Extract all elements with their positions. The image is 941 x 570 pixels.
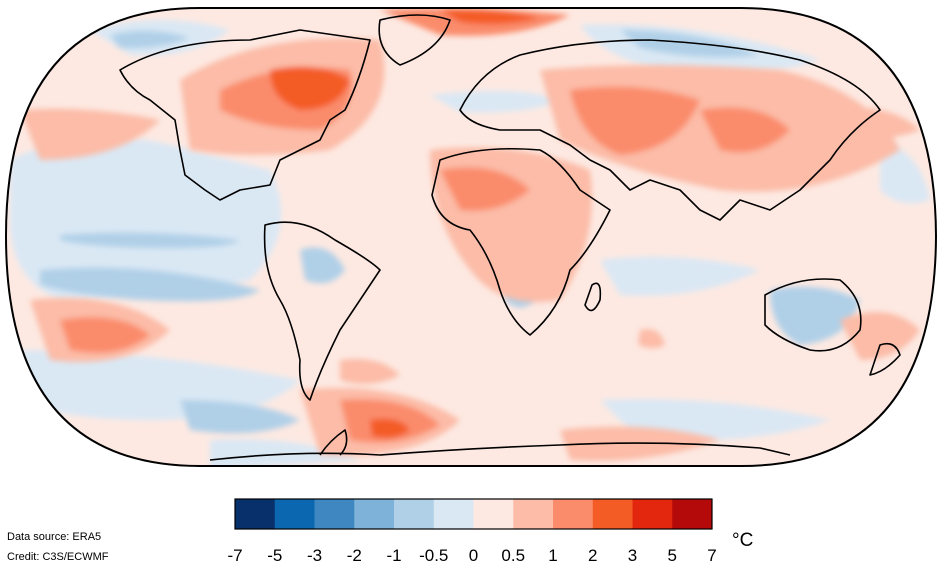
colorbar-bin — [433, 499, 474, 529]
eurasia-outline — [459, 39, 881, 221]
colorbar-bin — [592, 499, 633, 529]
colorbar-tick-label: 3 — [628, 546, 637, 565]
anomaly-region — [270, 66, 350, 110]
colorbar-tick-label: -0.5 — [419, 546, 448, 565]
anomaly-region — [820, 107, 920, 139]
anomaly-region — [440, 9, 540, 25]
colorbar-bin — [314, 499, 355, 529]
colorbar-tick-label: 7 — [707, 546, 716, 565]
anomaly-region — [430, 91, 560, 113]
south-america-outline — [263, 221, 381, 401]
madagascar-outline — [584, 282, 602, 312]
globe-border — [4, 7, 938, 467]
colorbar-frame — [234, 498, 713, 530]
credit-line: Credit: C3S/ECWMF — [7, 551, 109, 563]
colorbar-tick-label: 1 — [548, 546, 557, 565]
colorbar-bin — [513, 499, 554, 529]
anomaly-region — [620, 30, 760, 58]
data-source-credit: Data source: ERA5 — [7, 531, 102, 543]
colorbar-tick-label: -1 — [386, 546, 401, 565]
colorbar-bin — [354, 499, 395, 529]
greenland-outline — [378, 14, 451, 66]
anomaly-region — [638, 329, 665, 349]
colorbar-tick-label: -7 — [227, 546, 242, 565]
colorbar-tick-label: -2 — [347, 546, 362, 565]
north-america-outline — [119, 29, 371, 201]
cool-anomaly-regions — [10, 20, 930, 466]
colorbar-tick-labels: -7 -5 -3 -2 -1 -0.5 0 0.5 1 2 3 5 7 — [227, 546, 716, 565]
colorbar: -7 -5 -3 -2 -1 -0.5 0 0.5 1 2 3 5 7 °C — [227, 498, 753, 565]
colorbar-tick-label: 0 — [469, 546, 478, 565]
coastlines — [119, 14, 901, 461]
colorbar-tick-label: -3 — [307, 546, 322, 565]
colorbar-bin — [553, 499, 594, 529]
anomaly-region — [60, 317, 150, 353]
anomaly-region — [10, 137, 282, 300]
colorbar-tick-label: -5 — [267, 546, 282, 565]
africa-outline — [431, 147, 611, 336]
temperature-anomaly-map — [4, 7, 938, 467]
colorbar-bins — [235, 499, 713, 529]
anomaly-region — [370, 418, 410, 438]
colorbar-bin — [394, 499, 435, 529]
anomaly-region — [880, 140, 930, 204]
colorbar-tick-label: 0.5 — [501, 546, 525, 565]
colorbar-bin — [274, 499, 315, 529]
colorbar-tick-label: 5 — [668, 546, 677, 565]
anomaly-region — [110, 30, 190, 49]
anomaly-region — [180, 400, 300, 434]
antarctic-peninsula-outline — [319, 429, 348, 456]
anomaly-region — [570, 86, 700, 155]
anomaly-region — [770, 286, 860, 345]
anomaly-region — [700, 107, 790, 153]
antarctica-outline — [209, 442, 791, 461]
anomaly-region — [60, 232, 240, 249]
anomaly-region — [20, 108, 160, 160]
colorbar-unit-label: °C — [732, 530, 753, 551]
warm-anomaly-regions — [20, 8, 920, 461]
anomaly-region — [40, 267, 260, 302]
anomaly-region — [440, 167, 530, 211]
anomaly-region — [600, 256, 760, 296]
anomaly-region — [300, 247, 345, 284]
australia-outline — [764, 278, 862, 352]
anomaly-field — [6, 8, 936, 466]
colorbar-tick-label: 2 — [588, 546, 597, 565]
colorbar-bin — [632, 499, 673, 529]
colorbar-bin — [672, 499, 713, 529]
anomaly-region — [340, 359, 400, 384]
colorbar-bin — [235, 499, 276, 529]
new-zealand-outline — [869, 342, 901, 376]
colorbar-bin — [473, 499, 514, 529]
